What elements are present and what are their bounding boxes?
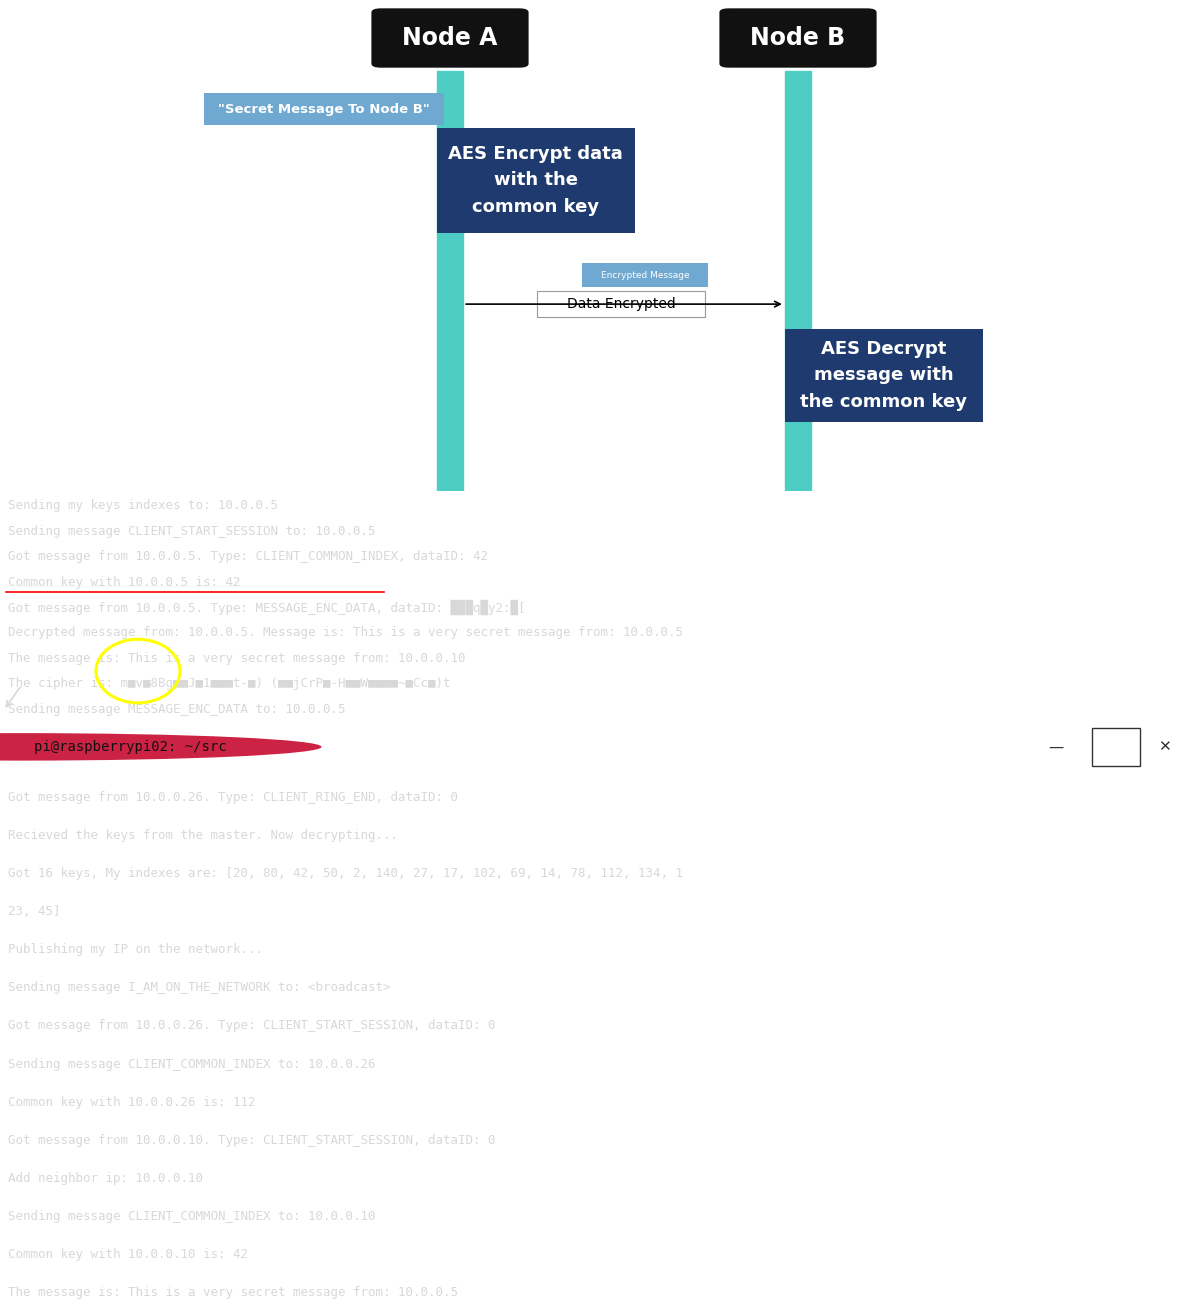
Text: Publishing my IP on the network...: Publishing my IP on the network... — [8, 943, 264, 956]
Text: Common key with 10.0.0.26 is: 112: Common key with 10.0.0.26 is: 112 — [8, 1096, 256, 1109]
Text: AES Encrypt data
with the
common key: AES Encrypt data with the common key — [449, 145, 623, 216]
Text: Sending message CLIENT_COMMON_INDEX to: 10.0.0.26: Sending message CLIENT_COMMON_INDEX to: … — [8, 1058, 376, 1070]
Text: Got message from 10.0.0.26. Type: CLIENT_START_SESSION, dataID: 0: Got message from 10.0.0.26. Type: CLIENT… — [8, 1019, 496, 1032]
Text: Sending message CLIENT_COMMON_INDEX to: 10.0.0.10: Sending message CLIENT_COMMON_INDEX to: … — [8, 1210, 376, 1223]
Bar — [1092, 727, 1140, 766]
Text: 23, 45]: 23, 45] — [8, 905, 61, 918]
Bar — [785, 328, 983, 421]
Text: Decrypted message from: 10.0.0.5. Message is: This is a very secret message from: Decrypted message from: 10.0.0.5. Messag… — [8, 627, 684, 640]
Text: Got message from 10.0.0.26. Type: CLIENT_RING_END, dataID: 0: Got message from 10.0.0.26. Type: CLIENT… — [8, 791, 458, 803]
Text: The cipher is: m■v■8Bg■■J■1■■■t-■) (■■jCrP■-H■■W■■■■~■Cc■)t: The cipher is: m■v■8Bg■■J■1■■■t-■) (■■jC… — [8, 678, 451, 691]
Text: pi@raspberrypi02: ~/src: pi@raspberrypi02: ~/src — [34, 740, 227, 753]
Text: AES Decrypt
message with
the common key: AES Decrypt message with the common key — [800, 340, 967, 411]
Text: Common key with 10.0.0.5 is: 42: Common key with 10.0.0.5 is: 42 — [8, 576, 241, 589]
Text: Sending message I_AM_ON_THE_NETWORK to: <broadcast>: Sending message I_AM_ON_THE_NETWORK to: … — [8, 981, 391, 994]
Text: Encrypted Message: Encrypted Message — [601, 271, 690, 280]
Text: Got message from 10.0.0.5. Type: CLIENT_COMMON_INDEX, dataID: 42: Got message from 10.0.0.5. Type: CLIENT_… — [8, 551, 488, 564]
Text: ✕: ✕ — [1158, 739, 1170, 755]
Text: Node B: Node B — [750, 26, 846, 50]
Bar — [582, 263, 708, 286]
Text: The message is: This is a very secret message from: 10.0.0.5: The message is: This is a very secret me… — [8, 1286, 458, 1299]
Bar — [538, 292, 706, 317]
Text: Add neighbor ip: 10.0.0.10: Add neighbor ip: 10.0.0.10 — [8, 1172, 204, 1185]
Text: Got 16 keys, My indexes are: [20, 80, 42, 50, 2, 140, 27, 17, 102, 69, 14, 78, 1: Got 16 keys, My indexes are: [20, 80, 42… — [8, 867, 684, 880]
Text: The message is: This is a very secret message from: 10.0.0.10: The message is: This is a very secret me… — [8, 651, 466, 664]
Text: —: — — [1049, 739, 1063, 755]
Bar — [204, 93, 444, 126]
Text: Data Encrypted: Data Encrypted — [566, 297, 676, 311]
Bar — [785, 71, 811, 490]
Text: Node A: Node A — [402, 26, 498, 50]
Text: Sending message CLIENT_START_SESSION to: 10.0.0.5: Sending message CLIENT_START_SESSION to:… — [8, 525, 376, 538]
Text: Sending message MESSAGE_ENC_DATA to: 10.0.0.5: Sending message MESSAGE_ENC_DATA to: 10.… — [8, 702, 346, 715]
Circle shape — [0, 732, 322, 761]
Text: Common key with 10.0.0.10 is: 42: Common key with 10.0.0.10 is: 42 — [8, 1248, 248, 1261]
Text: Got message from 10.0.0.10. Type: CLIENT_START_SESSION, dataID: 0: Got message from 10.0.0.10. Type: CLIENT… — [8, 1134, 496, 1147]
Text: Sending my keys indexes to: 10.0.0.5: Sending my keys indexes to: 10.0.0.5 — [8, 500, 278, 513]
Bar — [437, 127, 635, 233]
FancyBboxPatch shape — [372, 8, 529, 68]
Text: "Secret Message To Node B": "Secret Message To Node B" — [218, 102, 430, 115]
Bar — [437, 71, 463, 490]
Text: Got message from 10.0.0.5. Type: MESSAGE_ENC_DATA, dataID: ███q█y2:█[: Got message from 10.0.0.5. Type: MESSAGE… — [8, 600, 526, 615]
Text: Recieved the keys from the master. Now decrypting...: Recieved the keys from the master. Now d… — [8, 829, 398, 842]
FancyBboxPatch shape — [720, 8, 876, 68]
